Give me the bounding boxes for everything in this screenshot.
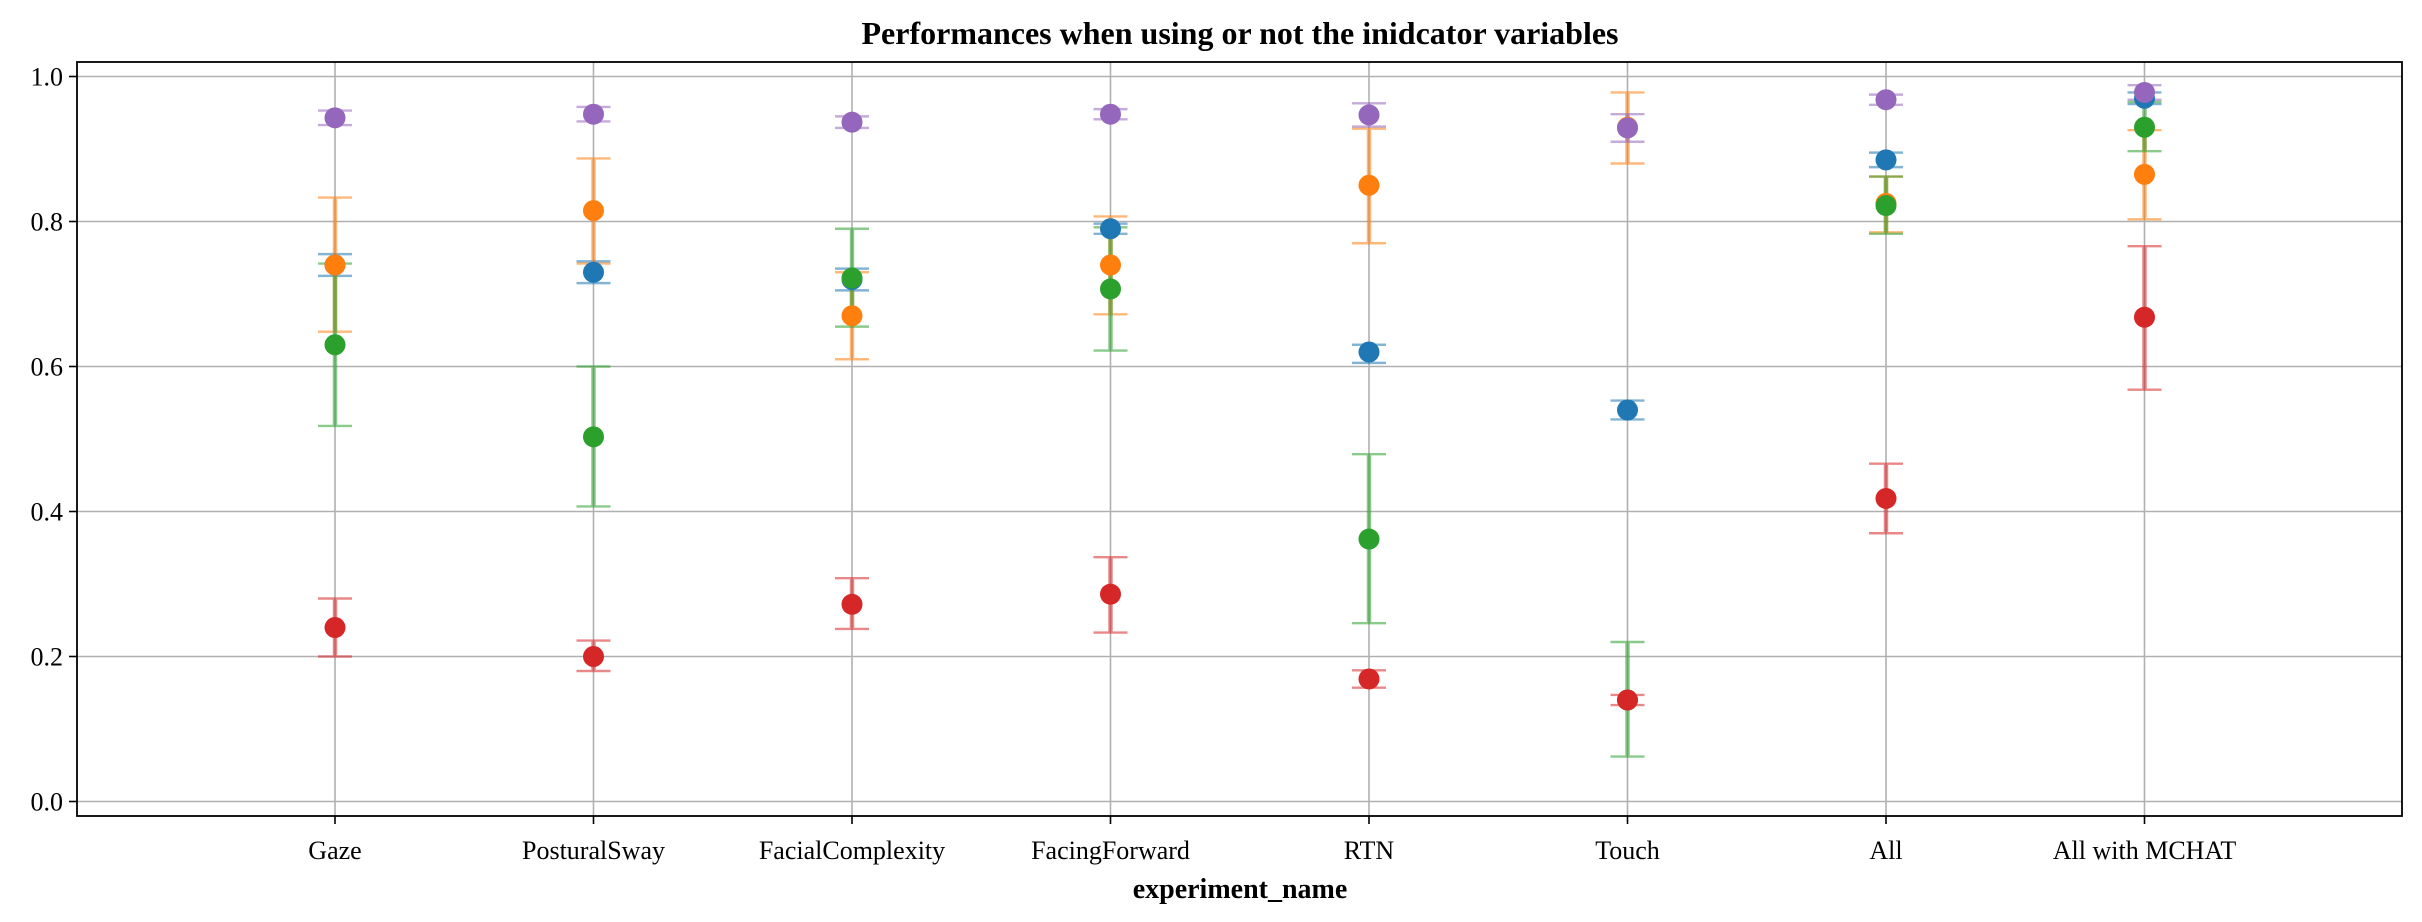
- data-point: [1358, 174, 1380, 196]
- data-point: [1100, 218, 1121, 240]
- data-point: [1100, 254, 1121, 276]
- data-point: [2134, 81, 2155, 103]
- x-tick-label: FacingForward: [1031, 836, 1190, 865]
- data-point: [1100, 583, 1121, 605]
- data-point: [1875, 89, 1897, 111]
- x-tick-label: RTN: [1344, 836, 1395, 865]
- x-tick-label: All: [1869, 836, 1902, 865]
- data-point: [583, 200, 604, 222]
- y-tick-label: 0.0: [31, 788, 64, 817]
- data-point: [1875, 487, 1897, 509]
- data-point: [1358, 341, 1380, 363]
- x-tick-label: Gaze: [308, 836, 361, 865]
- data-point: [2134, 116, 2155, 138]
- data-point: [324, 334, 346, 356]
- tick-layer: 0.0 0.2 0.4 0.6 0.8 1.0 Gaze PosturalSway Facial…: [31, 63, 2237, 866]
- y-tick-label: 0.8: [31, 208, 64, 237]
- x-tick-label: All with MCHAT: [2053, 836, 2237, 865]
- grid-layer: [77, 62, 2402, 816]
- data-point: [1358, 528, 1380, 550]
- data-point: [841, 267, 863, 289]
- x-axis-label: experiment_name: [1133, 874, 1348, 905]
- data-point: [324, 617, 346, 638]
- y-tick-label: 1.0: [31, 63, 64, 92]
- data-point: [1617, 689, 1638, 711]
- data-point: [1617, 117, 1638, 139]
- y-tick-label: 0.6: [31, 353, 64, 382]
- data-point: [324, 107, 346, 129]
- data-point: [583, 261, 604, 283]
- data-point: [2134, 163, 2155, 185]
- y-tick-label: 0.2: [31, 643, 64, 672]
- data-point: [1358, 104, 1380, 126]
- data-point: [841, 593, 863, 615]
- data-point: [841, 111, 863, 133]
- data-point: [1875, 195, 1897, 217]
- plot-frame: [76, 61, 2403, 817]
- data-point: [2134, 306, 2155, 328]
- x-tick-label: FacialComplexity: [759, 836, 945, 865]
- data-point: [583, 426, 604, 448]
- data-point: [1617, 399, 1638, 421]
- y-tick-label: 0.4: [31, 498, 64, 527]
- point-layer: [324, 81, 2155, 711]
- data-point: [583, 103, 604, 125]
- x-tick-label: PosturalSway: [522, 836, 665, 865]
- data-point: [1358, 668, 1380, 690]
- data-point: [841, 305, 863, 327]
- chart-title: Performances when using or not the inidc…: [862, 15, 1619, 51]
- data-point: [324, 254, 346, 276]
- data-point: [583, 646, 604, 667]
- data-point: [1100, 103, 1121, 125]
- data-point: [1875, 149, 1897, 171]
- data-point: [1100, 278, 1121, 300]
- x-tick-label: Touch: [1595, 836, 1660, 865]
